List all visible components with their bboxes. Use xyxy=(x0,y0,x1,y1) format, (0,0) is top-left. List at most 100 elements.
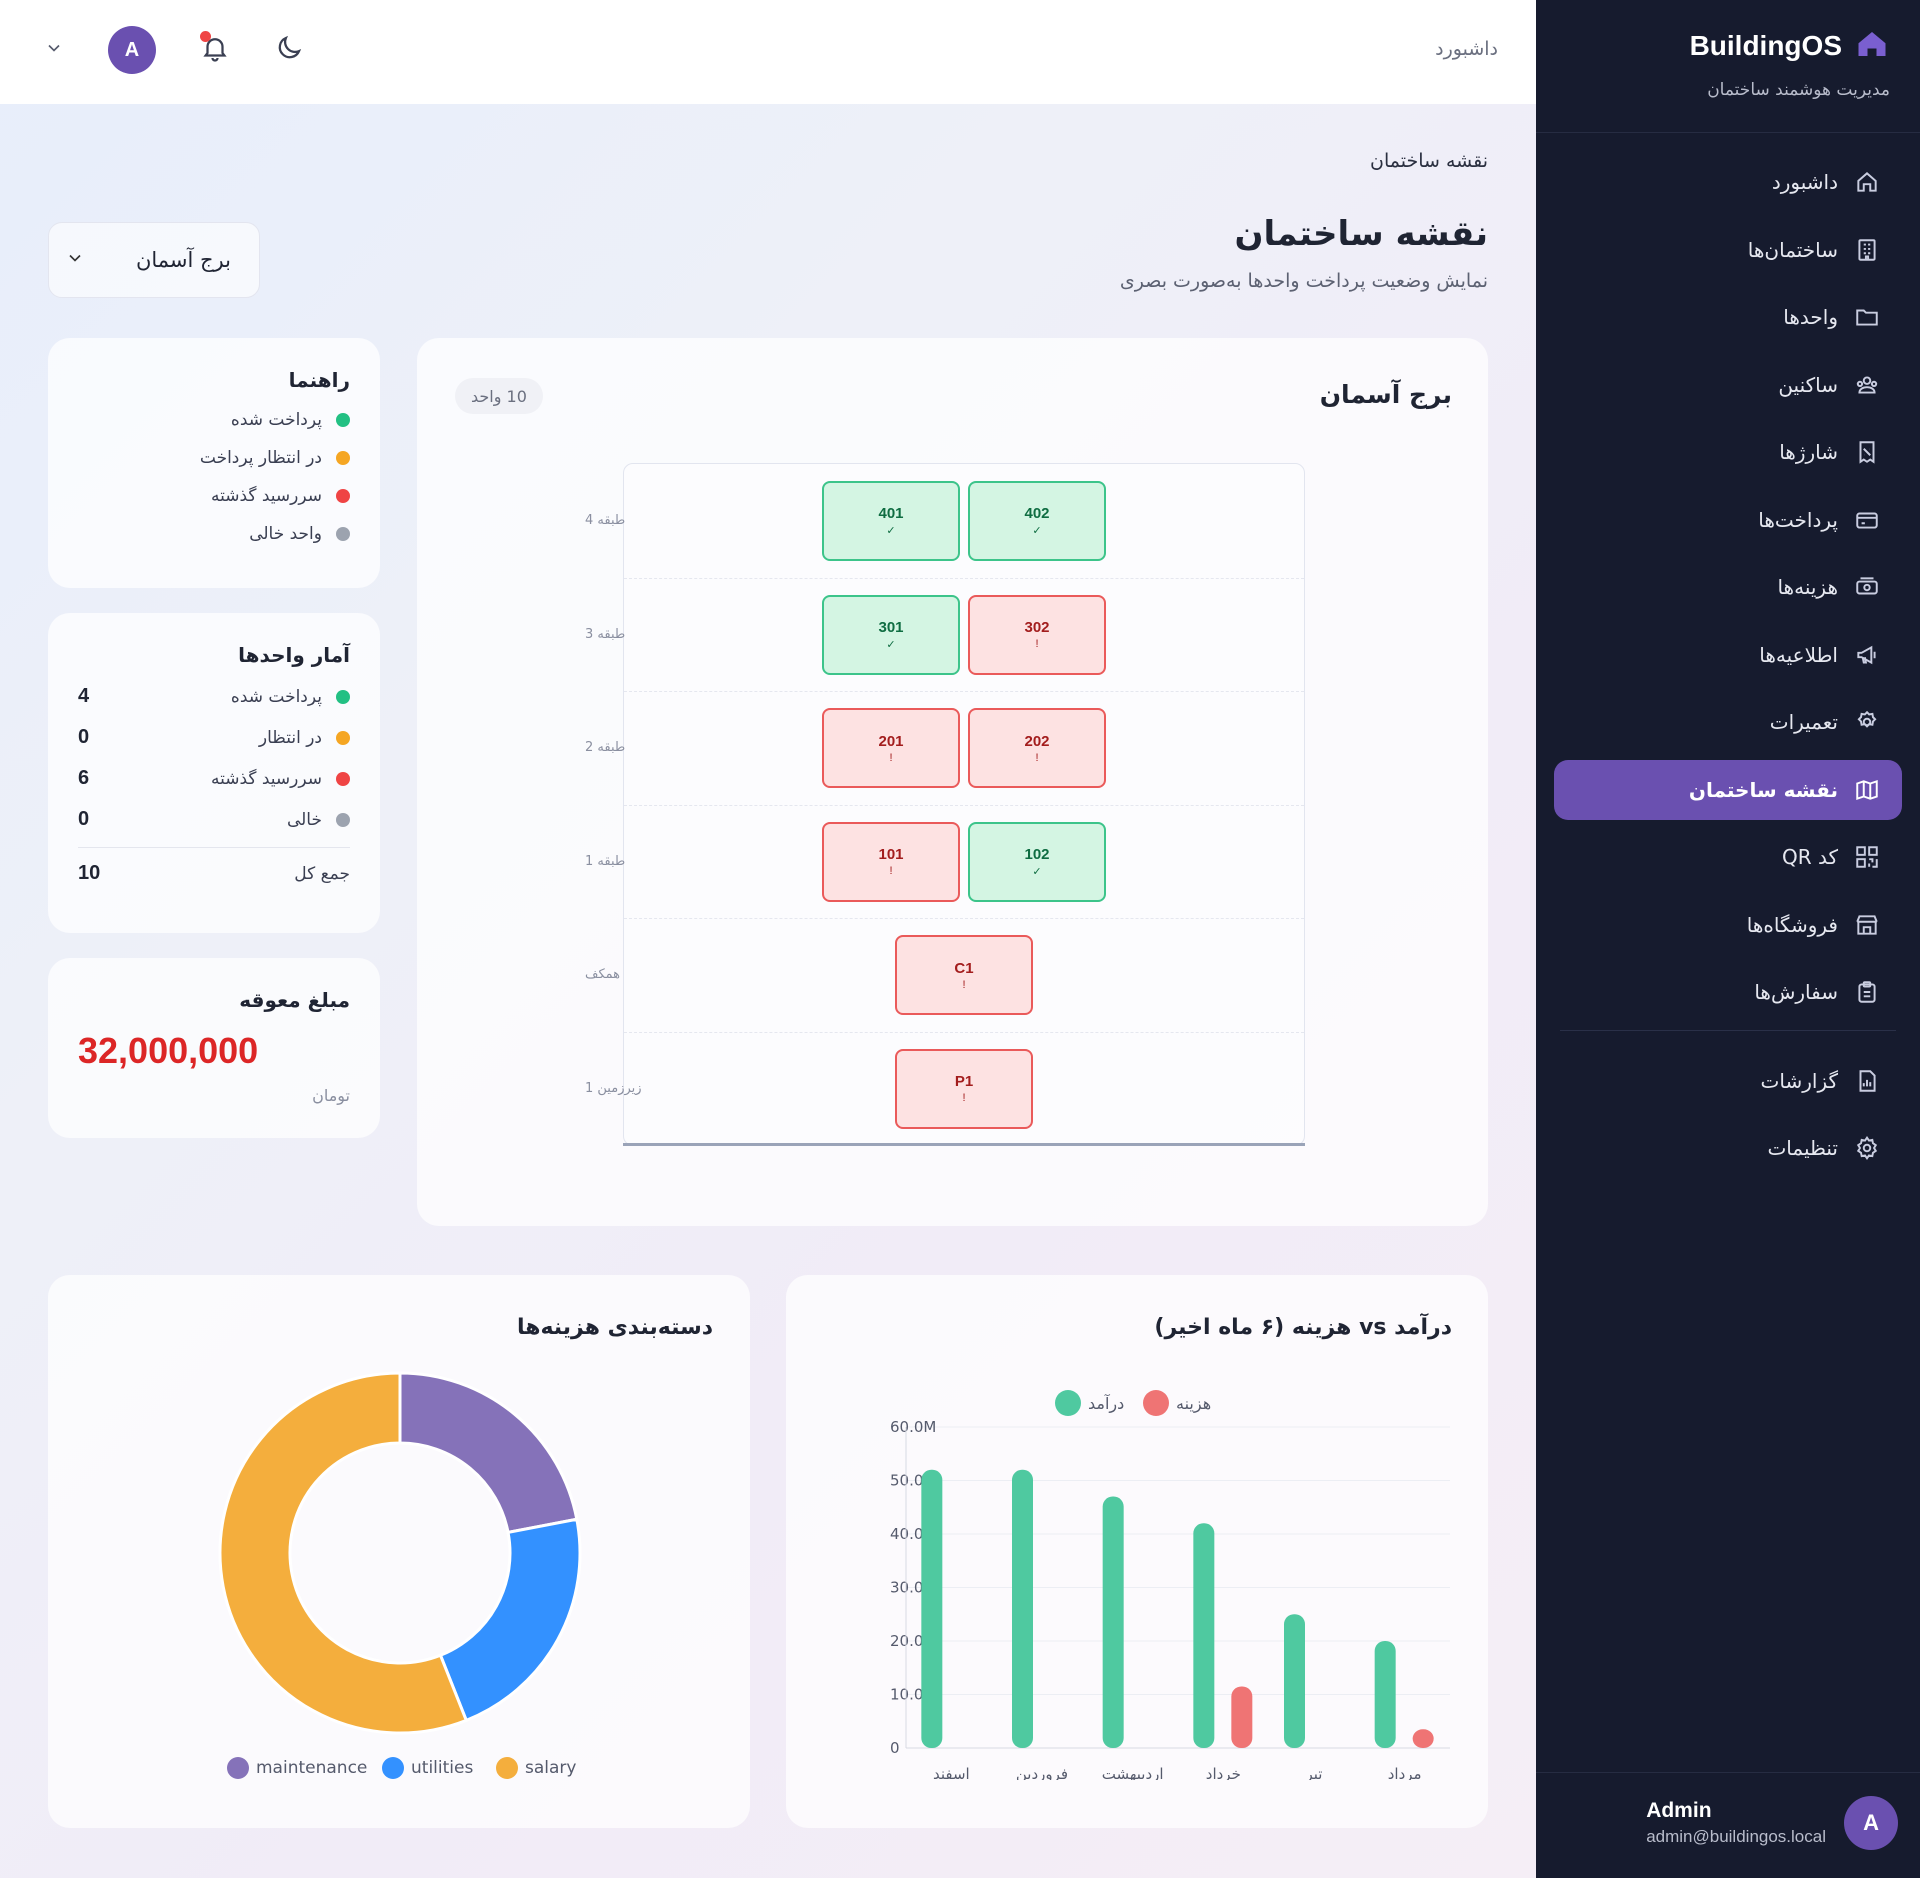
expense-category-card xyxy=(48,1275,750,1828)
unit-cell[interactable]: 101! xyxy=(822,821,960,902)
floor-label: طبقه 1 xyxy=(585,853,626,869)
sidebar-item-users[interactable]: ساکنین xyxy=(1554,355,1902,415)
y-tick-label: 60.0M xyxy=(890,1418,936,1436)
unit-cell[interactable]: 402 ✓ xyxy=(968,481,1106,561)
unit-number: 302 xyxy=(1024,619,1050,636)
legend-label: salary xyxy=(525,1758,576,1778)
stats-divider xyxy=(78,847,350,848)
status-dot xyxy=(336,730,350,745)
guide-item: در انتظار پرداخت xyxy=(78,448,350,468)
main-area: داشبورد A نقشه ساختمان نقشه ساختمان نمای… xyxy=(0,0,1536,1878)
sidebar-item-cash[interactable]: هزینه‌ها xyxy=(1554,557,1902,617)
building-select[interactable]: برج آسمان xyxy=(48,222,260,298)
floor-divider xyxy=(624,804,1304,806)
top-bar: داشبورد A xyxy=(0,0,1536,104)
report-icon xyxy=(1854,1068,1880,1094)
status-dot xyxy=(336,527,350,541)
check-icon: ✓ xyxy=(1032,865,1042,878)
check-icon: ✓ xyxy=(886,525,896,537)
user-avatar[interactable]: A xyxy=(1844,1796,1898,1850)
stats-row-value: 6 xyxy=(78,767,90,789)
sidebar-item-clipboard[interactable]: سفارش‌ها xyxy=(1554,962,1902,1022)
unit-cell[interactable]: 302! xyxy=(968,594,1106,675)
sidebar-item-gear[interactable]: تنظیمات xyxy=(1554,1118,1902,1178)
floor-divider xyxy=(624,691,1304,692)
unit-cell[interactable]: 201! xyxy=(822,708,960,788)
user-box[interactable]: A Admin admin@buildingos.local xyxy=(1646,1796,1898,1850)
unit-cell[interactable]: 301 ✓ xyxy=(822,594,960,675)
users-icon xyxy=(1854,372,1880,398)
sidebar-item-card[interactable]: پرداخت‌ها xyxy=(1554,490,1902,550)
unit-count-badge: 10 واحد xyxy=(455,378,543,414)
sidebar-item-folder[interactable]: واحدها xyxy=(1554,287,1902,347)
bar-income xyxy=(1284,1614,1305,1748)
legend-swatch xyxy=(227,1757,249,1779)
alert-icon: ! xyxy=(889,865,893,877)
sidebar-item-megaphone[interactable]: اطلاعیه‌ها xyxy=(1554,625,1902,685)
status-dot xyxy=(336,812,350,827)
unit-cell[interactable]: 401 ✓ xyxy=(822,481,960,561)
stats-row-label-wrap: در انتظار xyxy=(259,728,350,748)
guide-item: واحد خالی xyxy=(78,524,350,544)
stats-row-label-wrap: سررسید گذشته xyxy=(211,769,350,789)
sidebar-item-building[interactable]: ساختمان‌ها xyxy=(1554,220,1902,280)
bell-icon[interactable] xyxy=(200,31,230,67)
guide-item-label: در انتظار پرداخت xyxy=(199,448,322,468)
unit-number: 201 xyxy=(878,732,904,750)
store-icon xyxy=(1854,912,1880,938)
guide-item-label: پرداخت شده xyxy=(230,410,322,430)
sidebar-item-qr[interactable]: کد QR xyxy=(1554,827,1902,887)
building-icon xyxy=(1854,237,1880,263)
status-dot xyxy=(336,451,350,465)
top-avatar[interactable]: A xyxy=(108,26,156,74)
stats-row-value: 0 xyxy=(78,726,90,748)
bar-income xyxy=(1193,1523,1215,1748)
sidebar-item-store[interactable]: فروشگاه‌ها xyxy=(1554,895,1902,955)
top-breadcrumb[interactable]: داشبورد xyxy=(1435,38,1498,60)
unit-cell[interactable]: C1! xyxy=(895,935,1033,1015)
sidebar-divider xyxy=(1536,132,1920,133)
floorplan-ground-line xyxy=(623,1143,1305,1146)
x-tick-label: تیر xyxy=(1305,1765,1323,1780)
sidebar-item-map[interactable]: نقشه ساختمان xyxy=(1554,759,1902,820)
sidebar-item-wrench[interactable]: تعمیرات xyxy=(1554,692,1902,752)
floor-divider xyxy=(624,918,1304,919)
page-subtitle: نمایش وضعیت پرداخت واحدها به‌صورت بصری xyxy=(1119,270,1488,292)
overdue-amount: 32,000,000 xyxy=(78,1030,259,1071)
status-dot xyxy=(336,489,350,503)
stats-row-label-wrap: خالی xyxy=(287,810,350,830)
unit-cell[interactable]: 202! xyxy=(968,708,1106,788)
bar-income xyxy=(921,1469,943,1748)
guide-card: راهنما پرداخت شده در انتظار پرداخت سررسید … xyxy=(48,338,380,588)
bar-expense xyxy=(1231,1686,1253,1748)
floor-label: طبقه 3 xyxy=(585,626,626,642)
moon-icon[interactable] xyxy=(274,33,304,67)
chevron-down-icon[interactable] xyxy=(44,38,64,62)
sidebar-item-receipt[interactable]: شارژها xyxy=(1554,422,1902,482)
unit-cell[interactable]: P1! xyxy=(895,1048,1033,1129)
stats-card: آمار واحدها پرداخت شده 4 در انتظار 0 سررسید … xyxy=(48,613,380,933)
unit-cell[interactable]: 102 ✓ xyxy=(968,821,1106,902)
donut-slice-utilities xyxy=(438,1517,582,1723)
x-tick-label: مرداد xyxy=(1388,1765,1422,1780)
unit-number: 202 xyxy=(1024,732,1050,750)
unit-number: 402 xyxy=(1024,505,1050,522)
sidebar-item-label: اطلاعیه‌ها xyxy=(1759,642,1838,667)
sidebar-item-home[interactable]: داشبورد xyxy=(1554,152,1902,212)
brand-name[interactable]: BuildingOS xyxy=(1689,30,1842,61)
legend-swatch xyxy=(1055,1390,1081,1416)
stats-row-value: 4 xyxy=(78,685,90,707)
status-dot xyxy=(336,771,350,786)
stats-row-value: 0 xyxy=(78,808,90,830)
qr-icon xyxy=(1854,844,1880,870)
alert-icon: ! xyxy=(889,751,893,764)
stats-total-row: جمع کل 10 xyxy=(78,862,350,885)
status-dot xyxy=(336,689,350,704)
floor-label: طبقه 4 xyxy=(585,513,626,528)
sidebar-item-report[interactable]: گزارشات xyxy=(1554,1051,1902,1111)
x-tick-label: اردیبهشت xyxy=(1102,1765,1164,1780)
x-tick-label: اسفند xyxy=(933,1765,970,1780)
stats-row: سررسید گذشته 6 xyxy=(78,767,350,790)
top-icons: A xyxy=(44,26,304,74)
guide-item: پرداخت شده xyxy=(78,410,350,430)
